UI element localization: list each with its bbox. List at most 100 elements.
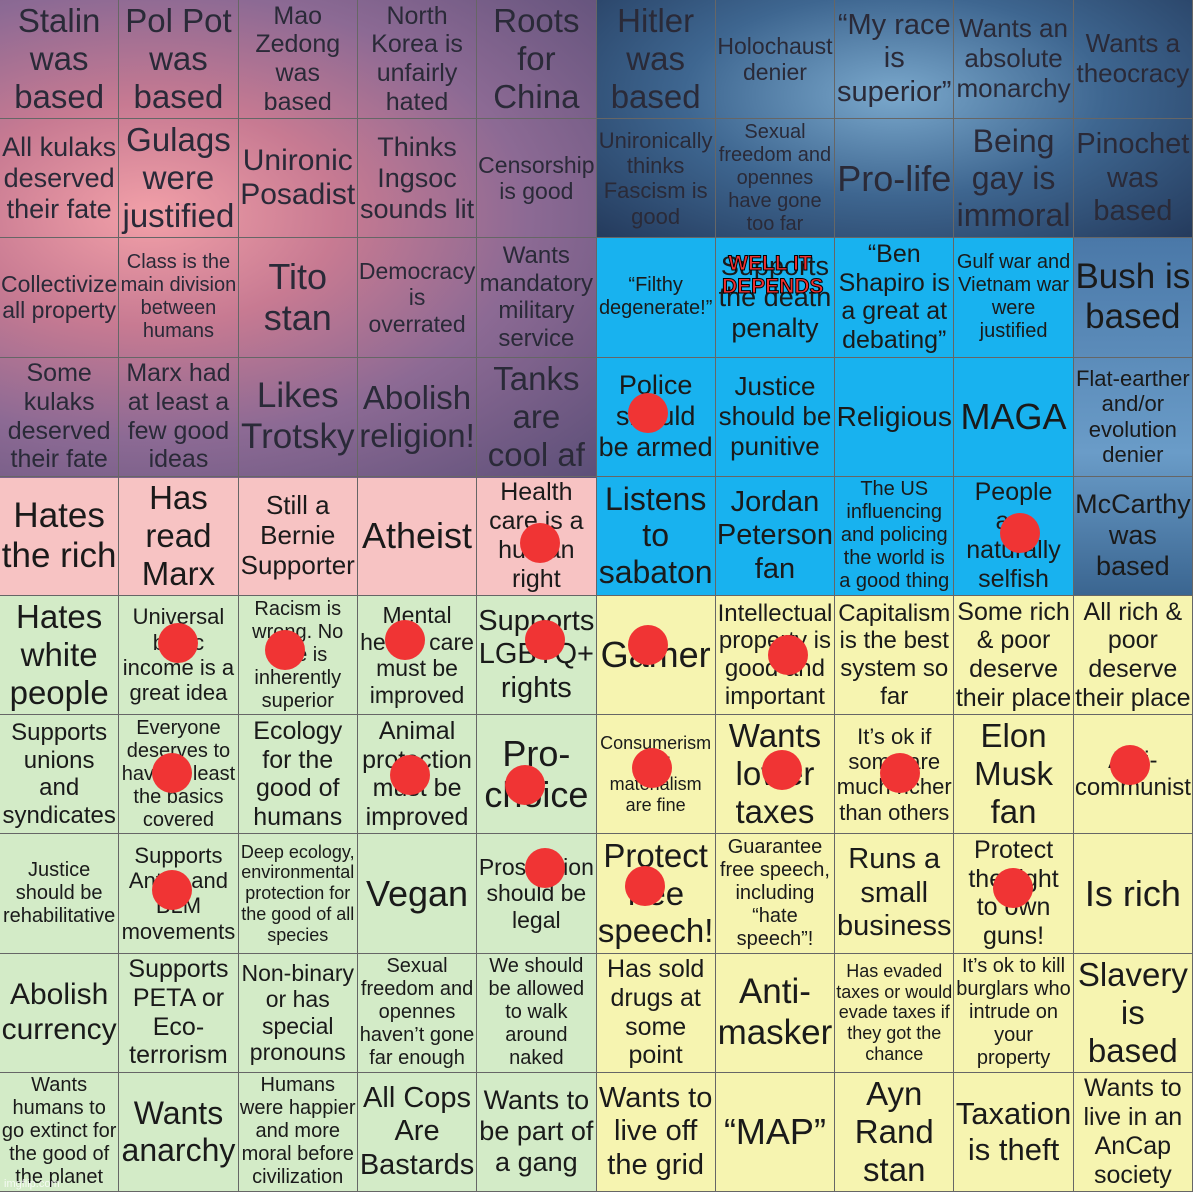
bingo-cell: Deep ecology, environmental protection f… bbox=[238, 834, 358, 954]
cell-text: Wants mandatory military service bbox=[479, 242, 594, 353]
bingo-cell: McCarthy was based bbox=[1073, 476, 1193, 596]
cell-text: Is rich bbox=[1084, 872, 1181, 914]
bingo-cell: Anti-masker bbox=[715, 953, 836, 1073]
bg-authleft bbox=[0, 0, 596, 478]
bingo-cell: Has sold drugs at some point bbox=[596, 953, 716, 1073]
cell-text: Tanks are cool af bbox=[487, 359, 585, 473]
marker-dot bbox=[762, 750, 802, 790]
cell-text: Still a Bernie Supporter bbox=[240, 490, 355, 580]
cell-text: Holochaust denier bbox=[717, 32, 833, 86]
cell-text: Deep ecology, environmental protection f… bbox=[240, 841, 355, 945]
bingo-cell: Vegan bbox=[357, 834, 478, 954]
bingo-cell: Hitler was based bbox=[596, 0, 716, 120]
bingo-cell: Censorship is good bbox=[477, 119, 597, 239]
cell-text: It’s ok to kill burglars who intrude on … bbox=[956, 955, 1071, 1070]
cell-text: Marx had at least a few good ideas bbox=[126, 359, 231, 474]
marker-dot bbox=[628, 393, 668, 433]
bingo-cell: Supports LGBTQ+ rights bbox=[477, 595, 597, 716]
bingo-cell: Tito stan bbox=[238, 238, 358, 358]
bingo-cell: Bush is based bbox=[1073, 238, 1193, 358]
bingo-cell: Taxation is theft bbox=[954, 1072, 1074, 1192]
bingo-cell: Abolish currency bbox=[0, 953, 120, 1073]
bingo-cell: It’s ok if some are much richer than oth… bbox=[835, 715, 955, 835]
cell-text: Justice should be punitive bbox=[718, 370, 832, 461]
bingo-cell: Wants to live off the grid bbox=[596, 1072, 716, 1192]
bg-libright bbox=[596, 596, 1193, 1192]
cell-text: Non-binary or has special pronouns bbox=[241, 959, 354, 1066]
bingo-cell: Religious bbox=[835, 357, 955, 477]
marker-dot bbox=[505, 765, 545, 805]
marker-dot bbox=[152, 870, 192, 910]
bingo-cell: Wants an absolute monarchy bbox=[954, 0, 1074, 120]
bingo-cell: Democracy is overrated bbox=[357, 238, 478, 358]
cell-text: Pro-life bbox=[837, 157, 952, 199]
cell-text: Sexual freedom and opennes haven’t gone … bbox=[359, 955, 475, 1070]
cell-text: Unironically thinks Fascism is good bbox=[598, 127, 713, 229]
cell-text: Taxation is theft bbox=[955, 1096, 1072, 1167]
cell-text: “MAP” bbox=[723, 1111, 826, 1153]
cell-text: Has read Marx bbox=[141, 478, 216, 592]
bingo-cell: Has evaded taxes or would evade taxes if… bbox=[835, 953, 955, 1073]
bingo-cell: Supports unions and syndicates bbox=[0, 715, 120, 835]
bingo-cell: Wants to live in an AnCap society bbox=[1073, 1072, 1193, 1192]
cell-text: Censorship is good bbox=[478, 151, 595, 205]
cell-text: “Filthy degenerate!” bbox=[598, 274, 713, 320]
marker-dot bbox=[158, 623, 198, 663]
bingo-cell: Flat-earther and/or evolution denier bbox=[1073, 357, 1193, 477]
cell-text: Jordan Peterson fan bbox=[716, 485, 833, 585]
bingo-cell: “Filthy degenerate!” bbox=[596, 238, 716, 358]
cell-text: Capitalism is the best system so far bbox=[838, 599, 951, 710]
cell-text: Guarantee free speech, including “hate s… bbox=[719, 835, 830, 950]
bingo-cell: Supports the death penalty bbox=[715, 238, 836, 358]
bingo-cell: Roots for China bbox=[477, 0, 597, 120]
bingo-cell: Collectivize all property bbox=[0, 238, 120, 358]
bingo-cell: Wants a theocracy bbox=[1073, 0, 1193, 120]
cell-text: Mao Zedong was based bbox=[255, 1, 341, 116]
marker-dot bbox=[390, 755, 430, 795]
cell-text: Ayn Rand stan bbox=[854, 1074, 934, 1188]
cell-text: Wants humans to go extinct for the good … bbox=[1, 1074, 117, 1189]
cell-text: Hates white people bbox=[9, 598, 109, 712]
bingo-cell: MAGA bbox=[954, 357, 1074, 477]
marker-dot bbox=[993, 868, 1033, 908]
bingo-cell: Ecology for the good of humans bbox=[238, 715, 358, 835]
cell-text: All kulaks deserved their fate bbox=[2, 131, 117, 224]
marker-dot bbox=[768, 635, 808, 675]
cell-text: Being gay is immoral bbox=[956, 123, 1071, 233]
bingo-cell: Sexual freedom and opennes haven’t gone … bbox=[357, 953, 478, 1073]
marker-dot bbox=[880, 753, 920, 793]
cell-text: Wants to live off the grid bbox=[598, 1081, 713, 1181]
cell-text: Pinochet was based bbox=[1076, 128, 1190, 227]
bingo-cell: Tanks are cool af bbox=[477, 357, 597, 477]
cell-text: Wants to live in an AnCap society bbox=[1083, 1074, 1183, 1189]
bingo-cell: Wants anarchy bbox=[119, 1072, 239, 1192]
cell-text: Bush is based bbox=[1075, 257, 1191, 337]
bingo-cell: Abolish religion! bbox=[357, 357, 478, 477]
bingo-cell: Atheist bbox=[357, 476, 478, 596]
bingo-cell: Wants lower taxes bbox=[715, 715, 836, 835]
bingo-cell: Wants humans to go extinct for the good … bbox=[0, 1072, 120, 1192]
cell-text: Tito stan bbox=[263, 256, 332, 339]
cell-text: We should be allowed to walk around nake… bbox=[488, 955, 585, 1070]
bingo-cell: Capitalism is the best system so far bbox=[835, 595, 955, 716]
bingo-cell: Non-binary or has special pronouns bbox=[238, 953, 358, 1073]
cell-text: Justice should be rehabilitative bbox=[3, 858, 116, 927]
bingo-cell: Everyone deserves to have at least the b… bbox=[119, 715, 239, 835]
bingo-cell: All kulaks deserved their fate bbox=[0, 119, 120, 239]
cell-text: It’s ok if some are much richer than oth… bbox=[836, 723, 952, 825]
marker-dot bbox=[628, 625, 668, 665]
bingo-cell: Elon Musk fan bbox=[954, 715, 1074, 835]
marker-dot bbox=[520, 523, 560, 563]
cell-text: Abolish currency bbox=[1, 978, 117, 1046]
cell-text: McCarthy was based bbox=[1075, 489, 1191, 582]
cell-text: Slavery is based bbox=[1077, 955, 1188, 1069]
cell-text: Abolish religion! bbox=[359, 378, 475, 454]
bingo-cell: Stalin was based bbox=[0, 0, 120, 120]
marker-dot bbox=[632, 748, 672, 788]
cell-text: MAGA bbox=[960, 396, 1067, 437]
bingo-cell: “My race is superior” bbox=[835, 0, 955, 120]
bingo-cell: Guarantee free speech, including “hate s… bbox=[715, 834, 836, 954]
marker-dot bbox=[385, 620, 425, 660]
cell-text: Some rich & poor deserve their place bbox=[955, 597, 1072, 712]
